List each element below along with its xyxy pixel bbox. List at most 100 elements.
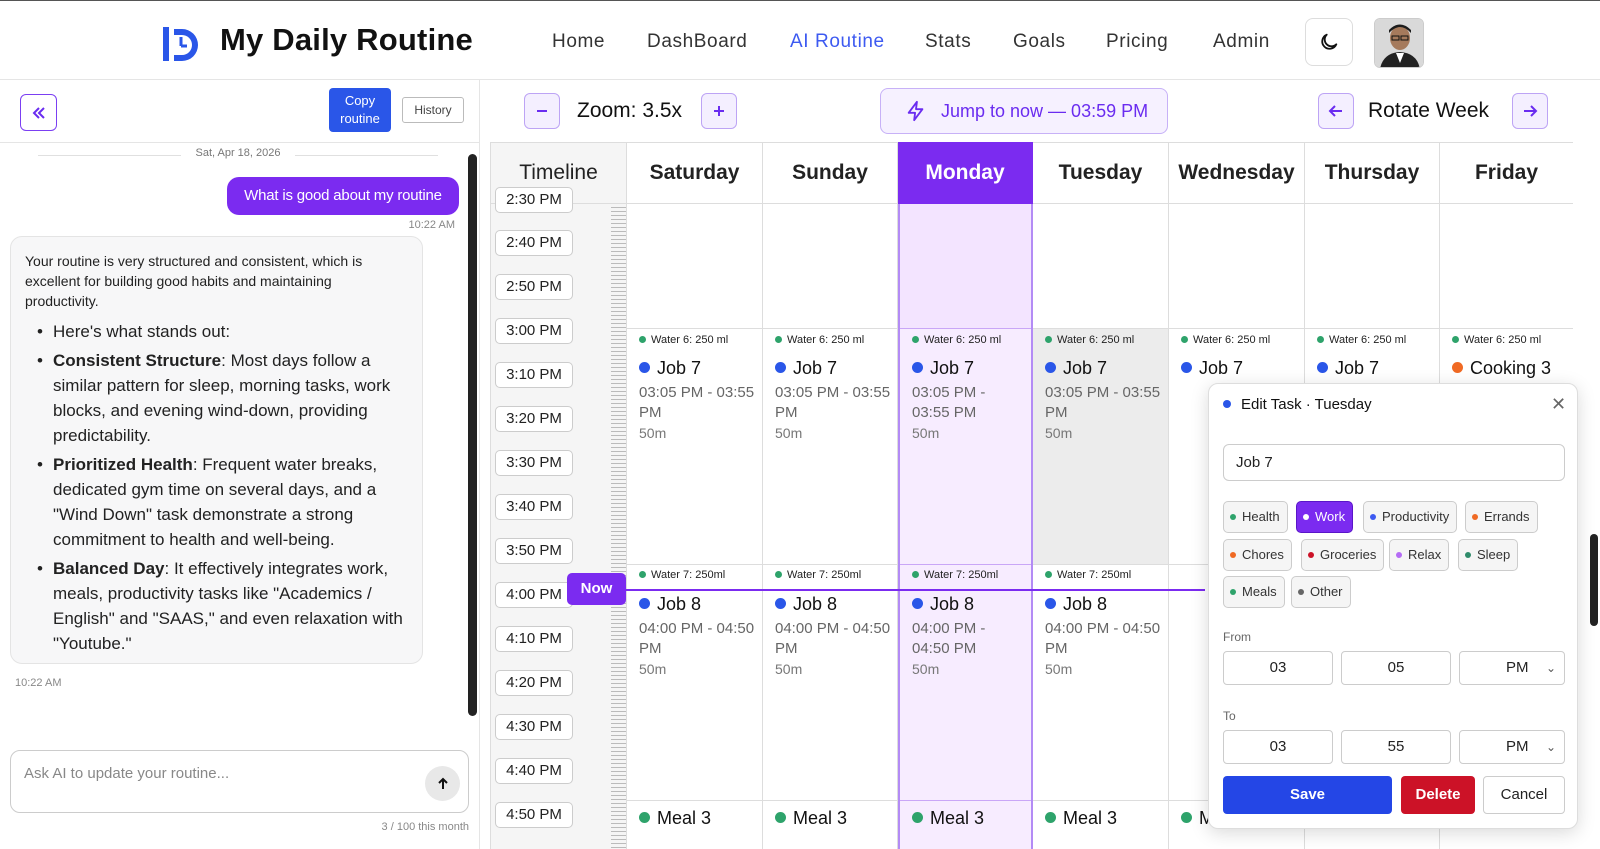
task-card[interactable]: Job 7 03:05 PM - 03:55 PM 50m — [639, 358, 755, 441]
category-chip-sleep[interactable]: Sleep — [1458, 539, 1519, 571]
close-icon[interactable]: ✕ — [1551, 394, 1567, 414]
water-task[interactable]: Water 6: 250 ml — [639, 334, 728, 346]
water-task[interactable]: Water 6: 250 ml — [1045, 334, 1134, 346]
task-card[interactable]: Job 8 04:00 PM - 04:50 PM 50m — [639, 594, 755, 677]
from-hour-input[interactable]: 03 — [1223, 651, 1333, 685]
list-item: Balanced Day: It effectively integrates … — [25, 556, 408, 656]
cancel-button[interactable]: Cancel — [1483, 776, 1565, 814]
list-item: Prioritized Health: Frequent water break… — [25, 452, 408, 552]
water-task[interactable]: Water 6: 250 ml — [1181, 334, 1270, 346]
water-task[interactable]: Water 6: 250 ml — [775, 334, 864, 346]
list-item: Consistent Structure: Most days follow a… — [25, 348, 408, 448]
ai-message-time: 10:22 AM — [15, 677, 62, 689]
from-label: From — [1223, 630, 1251, 644]
top-navbar: My Daily Routine Home DashBoard AI Routi… — [0, 0, 1600, 80]
category-chip-relax[interactable]: Relax — [1389, 539, 1450, 571]
zoom-in-button[interactable] — [701, 93, 737, 129]
time-slot[interactable] — [1440, 204, 1573, 328]
chat-scrollbar[interactable] — [468, 154, 477, 716]
previous-week-button[interactable] — [1318, 93, 1354, 129]
nav-ai-routine[interactable]: AI Routine — [790, 31, 885, 52]
task-card[interactable]: Meal 3 — [775, 808, 893, 829]
to-ampm-select[interactable]: PM ⌄ — [1459, 730, 1565, 764]
user-message-time: 10:22 AM — [408, 219, 455, 231]
time-slot[interactable] — [763, 204, 897, 328]
app-logo-icon[interactable] — [162, 23, 202, 63]
zoom-out-button[interactable] — [524, 93, 560, 129]
task-card[interactable]: Meal 3 — [639, 808, 758, 829]
time-slot[interactable] — [900, 204, 1031, 328]
task-card[interactable]: Job 7 03:05 PM - 03:55 PM 50m — [1045, 358, 1161, 441]
category-chip-errands[interactable]: Errands — [1465, 501, 1538, 533]
edit-task-modal: Edit Task · Tuesday ✕ Job 7 Health Work … — [1208, 383, 1578, 829]
time-label: 4:40 PM — [495, 758, 573, 784]
lightning-icon — [907, 100, 924, 122]
task-card[interactable]: Job 8 04:00 PM - 04:50 PM 50m — [775, 594, 891, 677]
divider — [0, 142, 480, 143]
chat-input[interactable]: Ask AI to update your routine... — [10, 750, 469, 813]
task-card[interactable]: Job 7 — [1181, 358, 1300, 379]
category-chip-chores[interactable]: Chores — [1223, 539, 1292, 571]
water-task[interactable]: Water 7: 250ml — [912, 569, 998, 581]
page-scrollbar[interactable] — [1590, 534, 1598, 626]
save-button[interactable]: Save — [1223, 776, 1392, 814]
water-task[interactable]: Water 7: 250ml — [1045, 569, 1131, 581]
time-slot[interactable] — [627, 204, 762, 328]
nav-home[interactable]: Home — [552, 31, 606, 52]
to-label: To — [1223, 709, 1236, 723]
category-chip-groceries[interactable]: Groceries — [1301, 539, 1385, 571]
category-chip-work[interactable]: Work — [1296, 501, 1354, 533]
next-week-button[interactable] — [1512, 93, 1548, 129]
task-block-meal-3[interactable] — [900, 800, 1031, 849]
list-item: Here's what stands out: — [25, 319, 408, 344]
nav-dashboard[interactable]: DashBoard — [647, 31, 748, 52]
nav-pricing[interactable]: Pricing — [1106, 31, 1169, 52]
history-button[interactable]: History — [402, 97, 464, 123]
jump-to-now-button[interactable]: Jump to now — 03:59 PM — [880, 88, 1168, 134]
water-task[interactable]: Water 6: 250 ml — [1452, 334, 1541, 346]
day-column-sunday: Water 6: 250 ml Job 7 03:05 PM - 03:55 P… — [763, 204, 898, 849]
current-time-line — [615, 589, 1205, 591]
task-card[interactable]: Meal 3 — [912, 808, 1027, 829]
delete-button[interactable]: Delete — [1401, 776, 1475, 814]
nav-stats[interactable]: Stats — [925, 31, 972, 52]
task-card[interactable]: Job 8 04:00 PM - 04:50 PM 50m — [1045, 594, 1161, 677]
time-slot[interactable] — [1033, 204, 1168, 328]
task-block-meal-3[interactable] — [1033, 800, 1168, 849]
category-chip-health[interactable]: Health — [1223, 501, 1288, 533]
nav-admin[interactable]: Admin — [1213, 31, 1270, 52]
task-card[interactable]: Job 8 04:00 PM - 04:50 PM 50m — [912, 594, 986, 677]
usage-quota: 3 / 100 this month — [381, 821, 469, 833]
task-card[interactable]: Cooking 3 — [1452, 358, 1570, 379]
category-chip-productivity[interactable]: Productivity — [1363, 501, 1458, 533]
task-block-meal-3[interactable] — [763, 800, 897, 849]
from-minute-input[interactable]: 05 — [1341, 651, 1451, 685]
water-task[interactable]: Water 6: 250 ml — [1317, 334, 1406, 346]
water-task[interactable]: Water 7: 250ml — [775, 569, 861, 581]
theme-toggle-button[interactable] — [1305, 18, 1353, 66]
task-name-input[interactable]: Job 7 — [1223, 444, 1565, 481]
nav-goals[interactable]: Goals — [1013, 31, 1066, 52]
task-card[interactable]: Job 7 — [1317, 358, 1435, 379]
water-task[interactable]: Water 6: 250 ml — [912, 334, 1001, 346]
to-hour-input[interactable]: 03 — [1223, 730, 1333, 764]
app-title[interactable]: My Daily Routine — [220, 22, 473, 57]
task-block-meal-3[interactable] — [627, 800, 762, 849]
task-card[interactable]: Job 7 03:05 PM - 03:55 PM 50m — [912, 358, 986, 441]
user-avatar[interactable] — [1374, 18, 1424, 68]
time-slot[interactable] — [1305, 204, 1439, 328]
task-card[interactable]: Job 7 03:05 PM - 03:55 PM 50m — [775, 358, 891, 441]
to-minute-input[interactable]: 55 — [1341, 730, 1451, 764]
plus-icon — [714, 106, 724, 116]
time-slot[interactable] — [1169, 204, 1304, 328]
water-task[interactable]: Water 7: 250ml — [639, 569, 725, 581]
ai-message-bubble: Your routine is very structured and cons… — [10, 236, 423, 664]
send-button[interactable] — [425, 766, 460, 801]
category-chip-other[interactable]: Other — [1291, 576, 1351, 608]
copy-routine-button[interactable]: Copy routine — [329, 88, 391, 132]
category-chip-meals[interactable]: Meals — [1223, 576, 1285, 608]
collapse-panel-button[interactable] — [20, 94, 57, 131]
moon-icon — [1321, 33, 1338, 50]
from-ampm-select[interactable]: PM ⌄ — [1459, 651, 1565, 685]
task-card[interactable]: Meal 3 — [1045, 808, 1164, 829]
